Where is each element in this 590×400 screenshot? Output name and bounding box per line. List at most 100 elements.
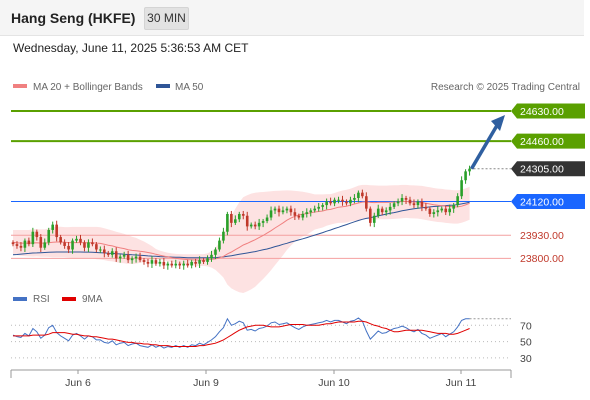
forecast-arrow-shaft [470,121,501,170]
candle-body [249,224,253,227]
candle-body [122,254,126,257]
candle-body [79,238,82,243]
level-label-support: 23930.00 [520,230,564,242]
candle-body [464,171,467,181]
candle-body [444,208,448,213]
candle-body [23,240,27,248]
candle-body [309,210,313,213]
forecast-arrow [470,114,505,170]
rsi-line [12,317,470,349]
level-label-pivot: 24120.00 [520,196,564,208]
candle-body [448,208,451,213]
candle-body [245,215,249,227]
candle-body [174,263,178,266]
candle-body [170,263,174,266]
candle-body [369,208,372,223]
candle-body [420,201,424,207]
candle-body [138,256,142,261]
candle-body [234,219,237,223]
candle-body [158,261,162,264]
credit-text: Research © 2025 Trading Central [431,82,580,93]
candle-body [75,238,78,241]
candle-body [114,251,118,259]
candle-body [277,208,281,213]
candle-body [281,210,285,213]
candle-body [285,208,289,211]
price-levels [11,109,511,259]
timeframe-badge[interactable]: 30 MIN [144,7,189,30]
candle-body [182,263,186,266]
candle-body [55,224,58,238]
level-label-last: 24305.00 [520,163,564,175]
x-tick-label: Jun 10 [318,377,350,389]
candle-body [337,199,340,201]
x-tick-label: Jun 6 [65,377,91,389]
candle-body [214,249,217,255]
candle-body [384,210,388,213]
bollinger-bands [13,184,470,293]
candle-body [345,201,348,204]
candle-body [27,240,31,245]
candle-body [261,221,265,223]
level-tag-last [511,161,585,177]
candle-body [293,212,297,216]
rsi-ma-legend-label: 9MA [82,294,103,305]
forecast-arrow-head [491,114,505,131]
candle-body [83,242,86,248]
candle-body [341,199,344,202]
candle-body [198,260,201,264]
candle-body [194,261,197,264]
x-tick-label: Jun 11 [446,377,477,389]
candle-body [35,231,39,238]
candle-body [388,206,392,211]
candle-body [39,237,43,248]
candle-body [190,261,193,266]
candle-body [210,254,213,259]
level-tag-resistance [511,103,585,119]
ma50-legend-label: MA 50 [175,82,204,93]
candle-body [460,180,463,197]
candle-body [222,231,225,241]
candle-body [432,212,436,214]
candle-body [71,240,74,250]
rsi-ma-legend-swatch [62,297,76,301]
level-labels: 24630.00 24460.00 24305.00 24120.00 23930.00… [511,103,585,265]
candles [11,165,471,270]
rsi-ma-line [13,320,470,347]
candle-body [372,215,376,223]
candle-body [408,199,412,204]
candle-body [321,205,324,207]
candle-body [297,215,301,218]
candle-body [392,203,396,207]
ma20-legend-label: MA 20 + Bollinger Bands [33,82,143,93]
chart-header: Hang Seng (HKFE) 30 MIN [0,0,584,36]
candle-body [265,217,269,222]
candle-body [305,212,309,214]
candle-body [289,208,293,213]
candle-body [456,196,459,206]
candle-body [349,199,352,204]
bollinger-band-area [13,184,470,293]
candle-body [19,245,23,248]
candle-body [154,260,158,264]
candle-body [396,201,400,204]
candle-body [106,253,110,255]
candle-body [51,224,54,230]
candle-body [206,258,209,262]
candle-body [241,213,245,216]
level-tag-pivot [511,194,585,210]
ma50-line [12,201,470,259]
candle-body [353,197,356,200]
candle-body [87,242,90,248]
candle-body [257,222,261,227]
candle-body [301,213,305,218]
rsi-tick-label: 30 [520,353,532,365]
x-tick-label: Jun 9 [193,377,219,389]
candle-body [452,205,455,209]
candle-body [357,192,360,198]
candle-body [95,244,98,250]
rsi-legend-swatch [13,297,27,301]
candle-body [376,208,380,216]
candle-body [253,224,257,227]
candle-body [333,199,336,204]
